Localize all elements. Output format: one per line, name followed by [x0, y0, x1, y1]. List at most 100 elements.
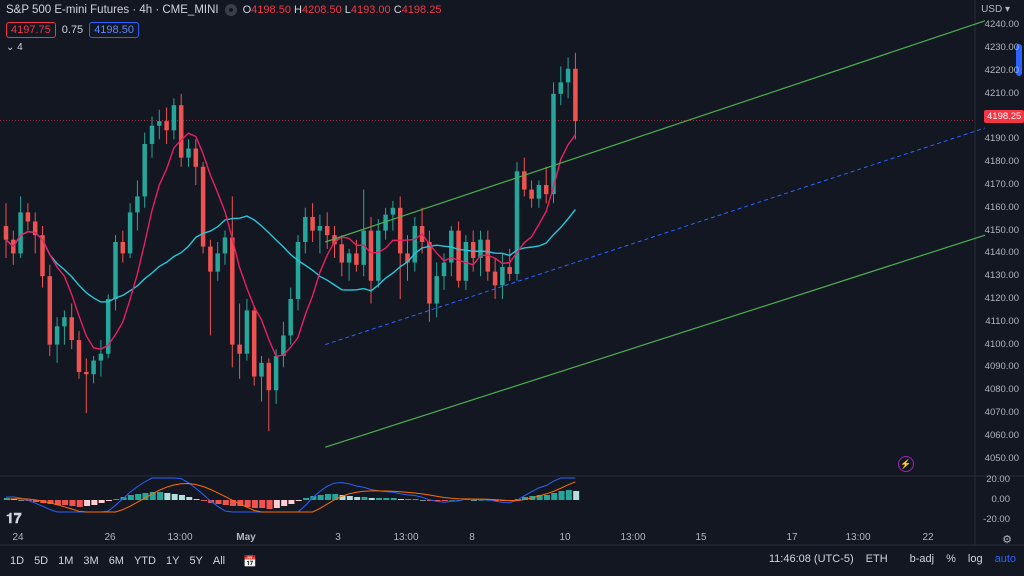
timeframe-button-all[interactable]: All	[212, 555, 226, 567]
candle	[427, 242, 432, 304]
macd-line	[5, 477, 576, 513]
candle	[47, 276, 53, 345]
macd-bar	[441, 500, 448, 501]
candle	[251, 310, 257, 377]
log-button[interactable]: log	[967, 553, 983, 565]
macd-bar	[281, 500, 288, 506]
candle	[273, 356, 279, 391]
tradingview-logo-icon: 𝟏𝟕	[6, 510, 22, 526]
macd-bar	[390, 498, 397, 500]
macd-bar	[76, 500, 83, 507]
candle	[120, 242, 126, 254]
macd-bar	[171, 494, 178, 500]
macd-bar	[317, 495, 324, 500]
macd-bar	[376, 498, 383, 500]
macd-bar	[368, 498, 375, 500]
ask-price-button[interactable]: 4198.50	[89, 22, 139, 38]
auto-button[interactable]: auto	[994, 553, 1016, 565]
price-scale-handle[interactable]	[1016, 44, 1022, 76]
chart-settings: 11:46:08 (UTC-5) ETH b-adj % log auto	[769, 553, 1016, 565]
bid-price-button[interactable]: 4197.75	[6, 22, 56, 38]
timeframe-button-5d[interactable]: 5D	[34, 555, 49, 567]
macd-bar	[266, 500, 273, 509]
macd-bar	[251, 500, 258, 508]
price-tick-label: 4190.00	[984, 133, 1019, 145]
time-tick-label: 13:00	[620, 532, 646, 543]
macd-bar	[18, 500, 25, 501]
time-tick-label: 24	[12, 532, 24, 543]
candle	[317, 226, 323, 231]
candle	[543, 185, 549, 195]
macd-bar	[332, 494, 339, 500]
macd-bar	[478, 500, 485, 501]
candle	[200, 166, 206, 247]
session-button[interactable]: ETH	[865, 553, 888, 565]
adjust-button[interactable]: b-adj	[909, 553, 935, 565]
macd-bar	[295, 500, 302, 501]
macd-bar	[149, 492, 156, 500]
macd-tick-label: 20.00	[986, 474, 1010, 485]
ohlc-values: O4198.50 H4208.50 L4193.00 C4198.25	[242, 4, 442, 16]
indicators-toggle[interactable]: ⌄ 4	[6, 42, 23, 53]
timeframe-button-3m[interactable]: 3M	[83, 555, 99, 567]
macd-bar	[536, 495, 543, 500]
percent-button[interactable]: %	[946, 553, 956, 565]
macd-bar	[186, 497, 193, 500]
symbol-title[interactable]: S&P 500 E-mini Futures · 4h · CME_MINI	[6, 4, 219, 16]
candle	[215, 253, 220, 272]
candle	[91, 360, 96, 375]
macd-bar	[551, 493, 558, 500]
candle	[514, 171, 520, 274]
macd-bar	[354, 497, 361, 500]
clock-display[interactable]: 11:46:08 (UTC-5)	[768, 553, 854, 565]
slow-ma-line	[5, 209, 576, 303]
timeframe-button-1d[interactable]: 1D	[10, 555, 25, 567]
candle	[470, 242, 476, 258]
candle	[266, 362, 272, 391]
candle	[500, 267, 505, 286]
currency-label[interactable]: USD ▾	[981, 4, 1010, 15]
time-tick-label: 8	[469, 532, 475, 543]
gear-icon[interactable]: ⚙	[1002, 534, 1012, 546]
timeframe-button-ytd[interactable]: YTD	[133, 555, 156, 567]
macd-bar	[288, 500, 295, 504]
price-tick-label: 4140.00	[984, 247, 1019, 259]
macd-bar	[449, 500, 456, 501]
macd-bar	[32, 500, 39, 502]
macd-bar	[215, 500, 222, 504]
candle	[237, 344, 242, 354]
macd-bar	[142, 493, 149, 500]
price-tick-label: 4220.00	[984, 65, 1019, 76]
calendar-icon[interactable]: 📅	[243, 555, 257, 568]
candle	[303, 216, 308, 242]
timeframe-button-1y[interactable]: 1Y	[165, 555, 180, 567]
time-tick-label: 17	[786, 532, 798, 543]
macd-bar	[105, 500, 112, 501]
macd-bar	[47, 500, 54, 504]
price-tick-label: 4230.00	[984, 42, 1019, 54]
candle	[456, 230, 461, 281]
candle	[149, 125, 155, 144]
timeframe-button-1m[interactable]: 1M	[58, 555, 74, 567]
bolt-icon[interactable]: ⚡	[898, 456, 914, 472]
candle	[383, 214, 388, 231]
macd-bar	[492, 500, 499, 501]
price-tick-label: 4090.00	[984, 361, 1019, 373]
price-tick-label: 4150.00	[984, 224, 1019, 236]
macd-bar	[200, 500, 207, 501]
candle	[288, 299, 293, 336]
time-tick-label: 13:00	[167, 532, 193, 543]
eye-icon[interactable]	[224, 4, 237, 16]
candle	[463, 242, 469, 281]
symbol-legend: S&P 500 E-mini Futures · 4h · CME_MINI O…	[6, 4, 441, 16]
timeframe-button-5y[interactable]: 5Y	[189, 555, 203, 567]
candle	[142, 143, 147, 197]
macd-bar	[84, 500, 91, 506]
macd-bar	[412, 499, 419, 500]
macd-bar	[303, 498, 310, 500]
candle	[354, 253, 359, 265]
timeframe-button-6m[interactable]: 6M	[108, 555, 124, 567]
macd-bar	[259, 500, 266, 508]
macd-bar	[419, 500, 426, 501]
